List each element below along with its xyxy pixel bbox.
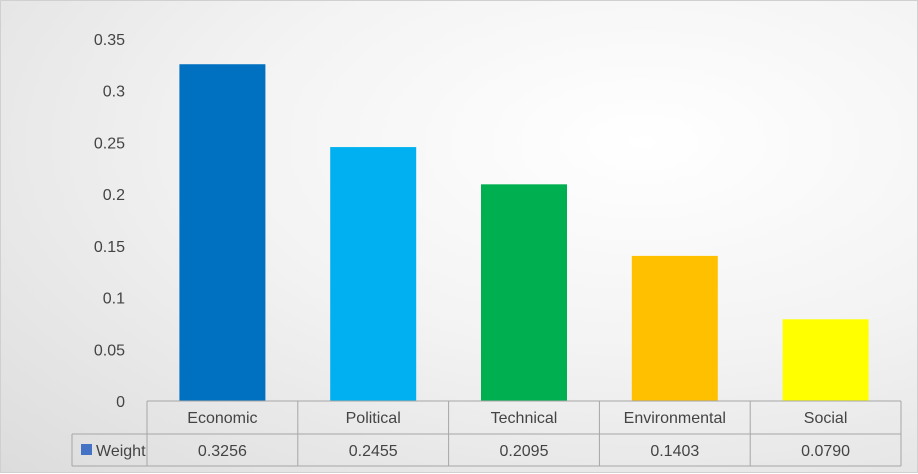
y-tick-label: 0 xyxy=(116,394,125,411)
category-label: Social xyxy=(804,410,848,427)
bar-political xyxy=(330,147,417,401)
y-tick-label: 0.15 xyxy=(94,239,125,256)
bar-environmental xyxy=(631,255,718,401)
category-label: Environmental xyxy=(624,410,726,427)
y-tick-label: 0.35 xyxy=(94,32,125,49)
bar-social xyxy=(782,319,869,401)
y-tick-label: 0.3 xyxy=(103,84,125,101)
category-label: Economic xyxy=(187,410,257,427)
bar-technical xyxy=(481,184,567,401)
category-label: Political xyxy=(346,410,401,427)
table-value-cell: 0.2455 xyxy=(349,443,398,460)
bar-economic xyxy=(179,64,266,401)
legend-swatch xyxy=(81,444,92,455)
table-value-cell: 0.2095 xyxy=(500,443,549,460)
legend-label: Weight xyxy=(96,443,146,460)
y-tick-label: 0.05 xyxy=(94,342,125,359)
y-tick-label: 0.1 xyxy=(103,291,125,308)
y-tick-label: 0.25 xyxy=(94,135,125,152)
category-label: Technical xyxy=(491,410,558,427)
y-tick-label: 0.2 xyxy=(103,187,125,204)
table-value-cell: 0.0790 xyxy=(801,443,850,460)
table-value-cell: 0.3256 xyxy=(198,443,247,460)
table-value-cell: 0.1403 xyxy=(650,443,699,460)
